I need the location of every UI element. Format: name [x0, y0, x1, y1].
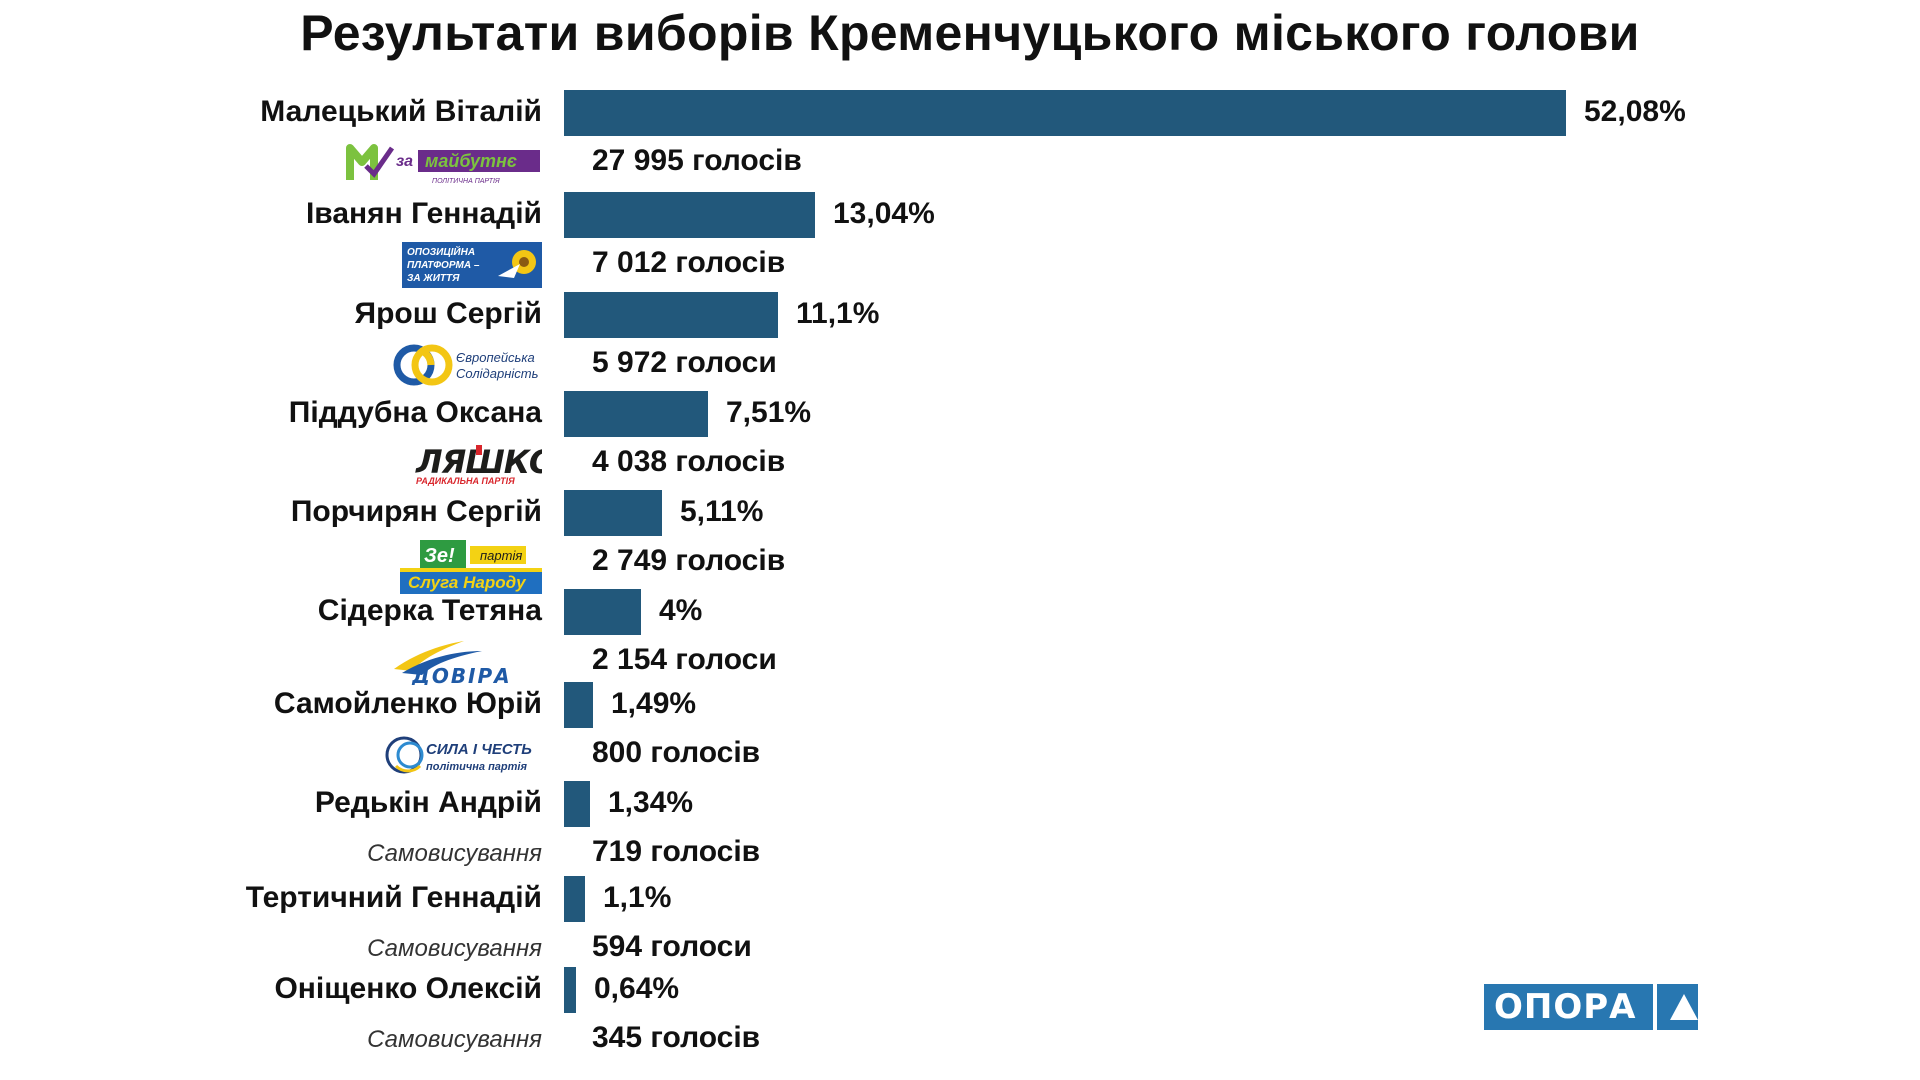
syla-i-chest-logo: СИЛА І ЧЕСТЬ політична партія: [382, 732, 542, 778]
votes-label: 2 749 голосів: [592, 544, 786, 577]
opzzh-logo: ОПОЗИЦІЙНА ПЛАТФОРМА – ЗА ЖИТТЯ: [402, 242, 542, 288]
percent-label: 4%: [659, 594, 703, 627]
bar: [564, 876, 585, 922]
opora-logo-text: ОПОРА: [1494, 987, 1637, 1027]
votes-label: 5 972 голоси: [592, 346, 777, 379]
candidate-name: Малецький Віталій: [260, 95, 542, 128]
opora-logo: ОПОРА: [1484, 984, 1698, 1030]
svg-text:майбутнє: майбутнє: [425, 151, 517, 171]
bar: [564, 589, 641, 635]
bar: [564, 781, 590, 827]
bar: [564, 490, 662, 536]
nomination-label: Самовисування: [367, 840, 542, 867]
svg-text:Слуга Народу: Слуга Народу: [408, 573, 527, 592]
percent-label: 52,08%: [1584, 95, 1686, 128]
chart-row: Піддубна Оксана ЛЯШКО РАДИКАЛЬНА ПАРТІЯ 7,5…: [0, 389, 1920, 487]
bar: [564, 682, 593, 728]
svg-text:Солідарність: Солідарність: [456, 366, 539, 381]
chart-row: Редькін Андрій Самовисування 1,34% 719 голо…: [0, 779, 1920, 877]
votes-label: 4 038 голосів: [592, 445, 786, 478]
bar: [564, 292, 778, 338]
nomination-label: Самовисування: [367, 1026, 542, 1053]
svg-text:ПЛАТФОРМА –: ПЛАТФОРМА –: [407, 260, 480, 271]
svg-text:ПОЛІТИЧНА ПАРТІЯ: ПОЛІТИЧНА ПАРТІЯ: [432, 178, 500, 185]
svg-text:за: за: [396, 153, 413, 170]
bar: [564, 90, 1566, 136]
chart-title: Результати виборів Кременчуцького місько…: [300, 5, 1640, 61]
opora-triangle-icon: [1670, 994, 1698, 1020]
chart-row: Порчирян Сергій Зе! партія Слуга Народу 5,11…: [0, 488, 1920, 594]
bar: [564, 391, 708, 437]
svg-text:СИЛА І ЧЕСТЬ: СИЛА І ЧЕСТЬ: [426, 741, 532, 758]
svg-text:ОПОЗИЦІЙНА: ОПОЗИЦІЙНА: [407, 245, 475, 258]
svg-text:політична партія: політична партія: [426, 761, 527, 773]
dovira-logo: ДОВІРА: [392, 639, 542, 688]
votes-label: 7 012 голосів: [592, 246, 786, 279]
candidate-name: Редькін Андрій: [314, 786, 542, 819]
candidate-name: Іванян Геннадій: [305, 197, 542, 230]
svg-text:ДОВІРА: ДОВІРА: [411, 664, 512, 685]
chart-row: Оніщенко Олексій Самовисування 0,64% 345 го…: [0, 965, 1920, 1063]
candidate-name: Самойленко Юрій: [273, 687, 542, 720]
yevropeiska-solidarnist-logo: Європейська Солідарність: [392, 342, 542, 388]
votes-label: 345 голосів: [592, 1021, 761, 1054]
liashko-radykalna-partiia-logo: ЛЯШКО РАДИКАЛЬНА ПАРТІЯ: [412, 441, 557, 487]
chart-row: Самойленко Юрій СИЛА І ЧЕСТЬ політична пар…: [0, 680, 1920, 778]
percent-label: 11,1%: [796, 297, 880, 330]
percent-label: 0,64%: [594, 972, 680, 1005]
svg-text:РАДИКАЛЬНА ПАРТІЯ: РАДИКАЛЬНА ПАРТІЯ: [416, 476, 515, 486]
percent-label: 5,11%: [680, 495, 764, 528]
chart-row: Сідерка Тетяна ДОВІРА 4% 2 154 голоси: [0, 587, 1920, 688]
candidate-name: Тертичний Геннадій: [245, 881, 542, 914]
votes-label: 27 995 голосів: [592, 144, 802, 177]
percent-label: 1,1%: [603, 881, 672, 914]
chart-row: Тертичний Геннадій Самовисування 1,1% 594 г…: [0, 874, 1920, 972]
candidate-name: Сідерка Тетяна: [317, 594, 542, 627]
percent-label: 7,51%: [726, 396, 812, 429]
votes-label: 2 154 голоси: [592, 643, 777, 676]
votes-label: 719 голосів: [592, 835, 761, 868]
votes-label: 800 голосів: [592, 736, 761, 769]
percent-label: 1,49%: [611, 687, 697, 720]
candidate-name: Ярош Сергій: [354, 297, 543, 330]
nomination-label: Самовисування: [367, 935, 542, 962]
svg-text:Зе!: Зе!: [424, 545, 455, 567]
svg-text:Європейська: Європейська: [456, 350, 535, 365]
candidate-name: Піддубна Оксана: [288, 396, 542, 429]
percent-label: 13,04%: [833, 197, 935, 230]
chart-row: Малецький Віталій за майбутнє ПОЛІТИЧНА ПАР…: [0, 88, 1920, 186]
candidate-name: Оніщенко Олексій: [274, 972, 542, 1005]
svg-text:ЛЯШКО: ЛЯШКО: [415, 443, 542, 481]
svg-text:ЗА ЖИТТЯ: ЗА ЖИТТЯ: [407, 273, 460, 284]
votes-label: 594 голоси: [592, 930, 752, 963]
chart-row: Іванян Геннадій ОПОЗИЦІЙНА ПЛАТФОРМА – ЗА Ж…: [0, 190, 1920, 288]
sluha-narodu-logo: Зе! партія Слуга Народу: [400, 540, 542, 594]
svg-text:партія: партія: [480, 548, 522, 563]
percent-label: 1,34%: [608, 786, 694, 819]
candidate-name: Порчирян Сергій: [290, 495, 542, 528]
bar: [564, 967, 576, 1013]
chart-row: Ярош Сергій Європейська Солідарність 11,1% 5…: [0, 290, 1920, 388]
za-maibutne-logo: за майбутнє ПОЛІТИЧНА ПАРТІЯ: [346, 140, 542, 186]
bar: [564, 192, 815, 238]
